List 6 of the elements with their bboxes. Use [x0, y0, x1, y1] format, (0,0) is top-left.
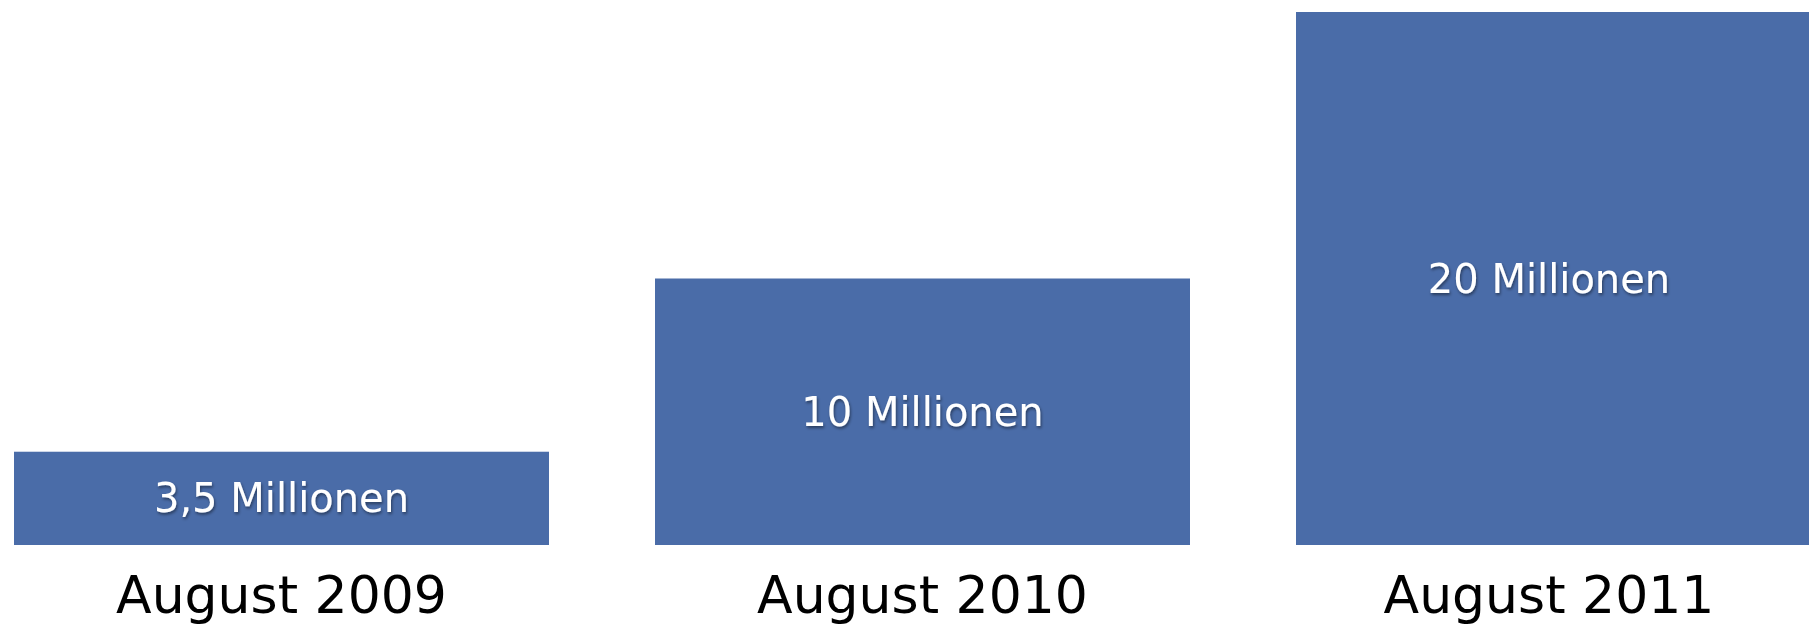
x-tick-label: August 2010: [757, 565, 1088, 625]
x-tick-label: August 2011: [1383, 565, 1715, 625]
x-tick-label: August 2009: [116, 565, 447, 625]
data-label: 3,5 Millionen: [153, 475, 410, 522]
data-label: 10 Millionen: [801, 388, 1044, 435]
data-label: 20 Millionen: [1427, 255, 1671, 302]
